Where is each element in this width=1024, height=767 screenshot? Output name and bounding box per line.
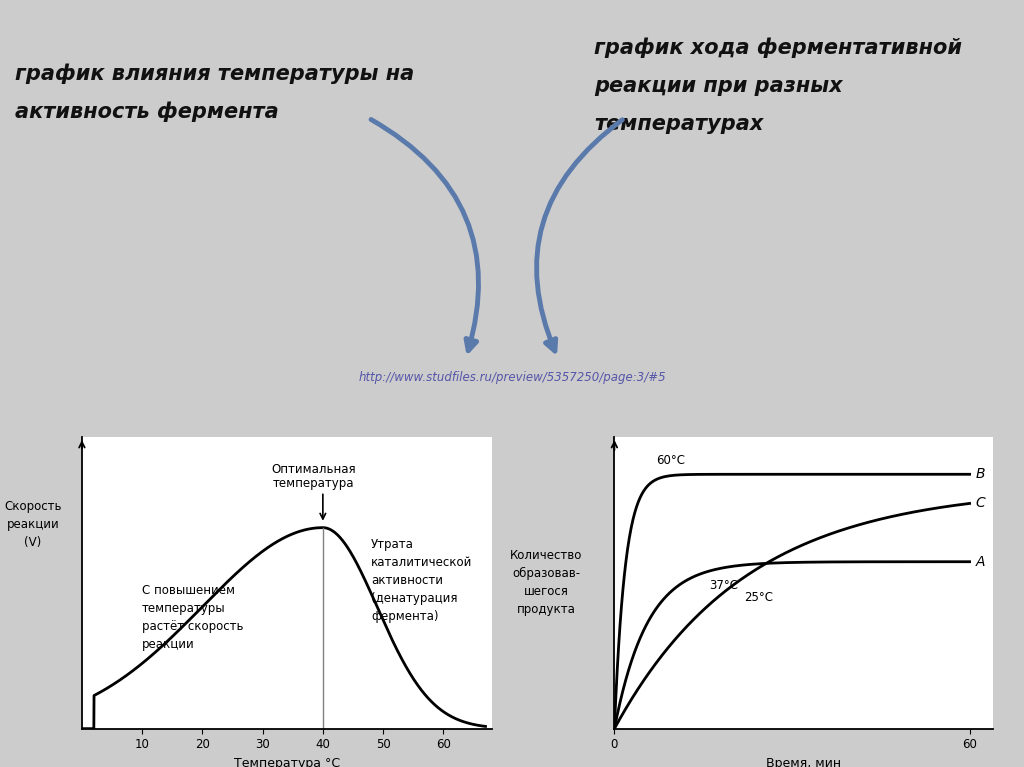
X-axis label: Время, мин: Время, мин [766, 757, 842, 767]
Text: Скорость
реакции
(V): Скорость реакции (V) [4, 500, 61, 549]
Text: 37°C: 37°C [710, 579, 738, 592]
Text: активность фермента: активность фермента [15, 101, 280, 122]
Text: 25°C: 25°C [744, 591, 773, 604]
Text: B: B [976, 467, 985, 481]
Text: C: C [976, 496, 985, 510]
FancyArrowPatch shape [537, 120, 623, 351]
Text: температура: температура [273, 477, 354, 490]
Text: температурах: температурах [594, 114, 763, 134]
Text: Оптимальная: Оптимальная [271, 463, 356, 476]
X-axis label: Температура °С: Температура °С [233, 757, 340, 767]
Text: график хода ферментативной: график хода ферментативной [594, 38, 962, 58]
Text: A: A [976, 555, 985, 568]
Text: Утрата
каталитической
активности
(денатурация
фермента): Утрата каталитической активности (денату… [371, 538, 472, 623]
Text: http://www.studfiles.ru/preview/5357250/page:3/#5: http://www.studfiles.ru/preview/5357250/… [358, 371, 666, 384]
Text: 60°C: 60°C [655, 454, 685, 467]
Text: график влияния температуры на: график влияния температуры на [15, 63, 415, 84]
Text: реакции при разных: реакции при разных [594, 76, 843, 96]
Text: Количество
образовав-
шегося
продукта: Количество образовав- шегося продукта [510, 549, 583, 617]
FancyArrowPatch shape [371, 120, 478, 351]
Text: С повышением
температуры
растёт скорость
реакции: С повышением температуры растёт скорость… [142, 584, 244, 651]
